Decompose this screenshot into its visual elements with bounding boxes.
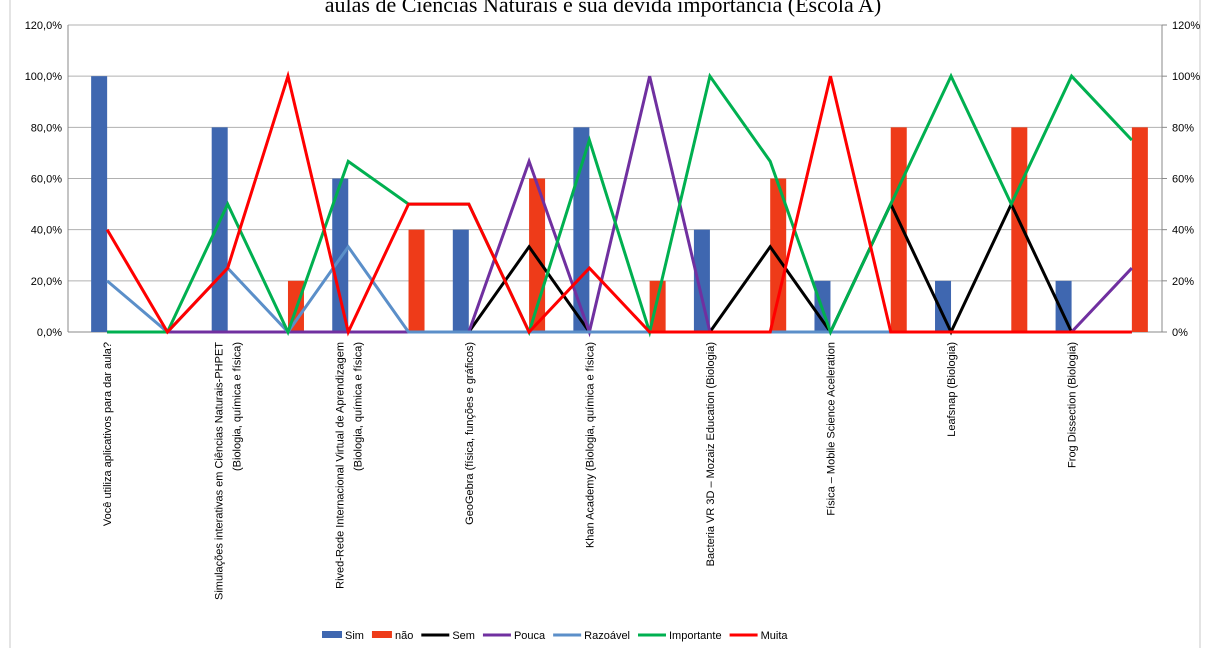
y2-tick-label: 40% bbox=[1172, 225, 1194, 237]
y-tick-label: 60,0% bbox=[31, 174, 62, 186]
bar bbox=[1055, 280, 1072, 332]
y-tick-label: 100,0% bbox=[25, 71, 63, 83]
line-series bbox=[107, 75, 1133, 338]
legend-swatch bbox=[371, 631, 392, 638]
bar bbox=[408, 229, 425, 332]
y-tick-label: 0,0% bbox=[37, 327, 62, 339]
legend-item: Sim bbox=[322, 630, 364, 642]
legend-item: Muita bbox=[729, 630, 789, 642]
x-tick-label: Rived-Rede Internacional Virtual de Apre… bbox=[334, 342, 364, 589]
x-tick-label: Bacteria VR 3D – Mozaiz Education (Biolo… bbox=[705, 342, 717, 566]
legend-item: Pouca bbox=[482, 630, 546, 642]
legend-label: Razoável bbox=[584, 630, 630, 642]
x-tick-label: Frog Dissection (Biologia) bbox=[1067, 342, 1079, 468]
x-tick-label: Khan Academy (Biologia, química e física… bbox=[584, 342, 596, 548]
y2-tick-label: 0% bbox=[1172, 327, 1188, 339]
legend-item: Sem bbox=[421, 630, 475, 642]
y-tick-label: 20,0% bbox=[31, 276, 62, 288]
x-tick-label: GeoGebra (física, funções e gráficos) bbox=[464, 342, 476, 525]
legend-item: não bbox=[371, 630, 413, 642]
line-series bbox=[107, 200, 1132, 336]
legend-label: Sem bbox=[452, 630, 475, 642]
legend-label: Importante bbox=[669, 630, 722, 642]
x-tick-label: Física – Mobile Science Aceleration bbox=[825, 342, 837, 516]
line-series bbox=[106, 244, 1132, 335]
legend-item: Importante bbox=[638, 630, 722, 642]
bar bbox=[332, 178, 349, 332]
x-tick-label: Você utiliza aplicativos para dar aula? bbox=[102, 342, 114, 526]
y2-tick-label: 20% bbox=[1172, 276, 1194, 288]
legend-label: não bbox=[395, 630, 413, 642]
y2-tick-label: 80% bbox=[1172, 122, 1194, 134]
bar bbox=[693, 229, 710, 332]
bar bbox=[935, 280, 952, 332]
y-tick-label: 120,0% bbox=[25, 20, 63, 32]
line-series bbox=[105, 70, 1132, 337]
line-series bbox=[107, 72, 1133, 338]
legend-label: Pouca bbox=[514, 630, 546, 642]
y2-tick-label: 120% bbox=[1172, 20, 1200, 32]
y2-tick-label: 60% bbox=[1172, 174, 1194, 186]
y-tick-label: 80,0% bbox=[31, 122, 62, 134]
x-tick-label: Simulações interativas em Ciências Natur… bbox=[214, 342, 244, 600]
bar bbox=[770, 178, 787, 332]
legend-label: Muita bbox=[761, 630, 789, 642]
bar bbox=[91, 76, 108, 333]
legend-label: Sim bbox=[345, 630, 364, 642]
chart-frame bbox=[9, 0, 1201, 648]
y2-tick-label: 100% bbox=[1172, 71, 1200, 83]
y-tick-label: 40,0% bbox=[31, 225, 62, 237]
legend-item: Razoável bbox=[553, 630, 630, 642]
legend-swatch bbox=[322, 631, 342, 638]
x-tick-label: Leafsnap (Biologia) bbox=[946, 342, 958, 437]
bar bbox=[1131, 127, 1148, 332]
bar bbox=[573, 127, 590, 332]
chart-title: aulas de Ciências Naturais e sua devida … bbox=[325, 0, 882, 17]
bar bbox=[452, 229, 469, 332]
